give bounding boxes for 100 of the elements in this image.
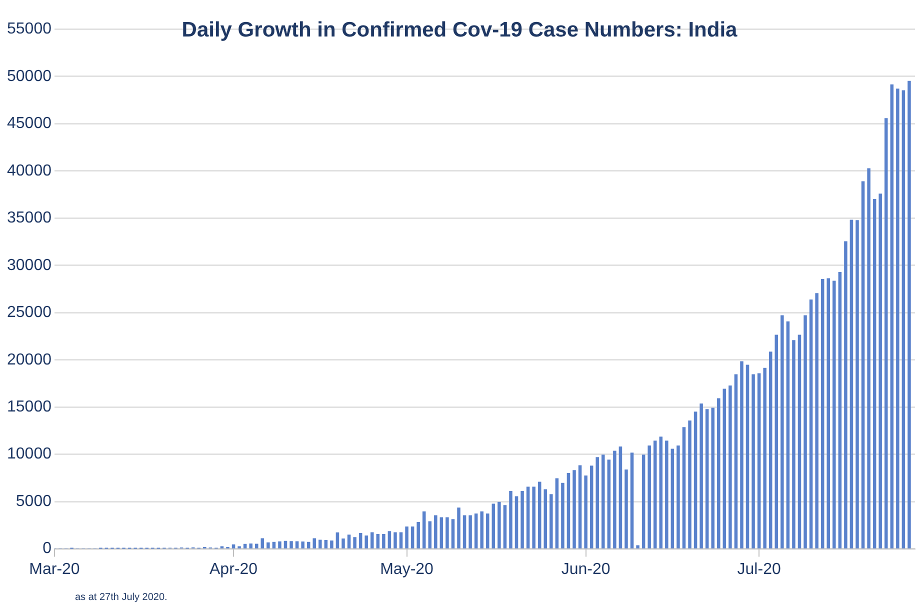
bar xyxy=(630,452,634,548)
bar xyxy=(249,544,252,548)
x-tick-label: Mar-20 xyxy=(29,560,80,578)
bar xyxy=(613,450,616,548)
bar xyxy=(446,517,449,548)
bar xyxy=(676,445,680,548)
bar xyxy=(394,532,397,548)
bar xyxy=(544,489,548,548)
bar xyxy=(358,532,362,548)
bar xyxy=(624,469,628,548)
y-tick-label: 55000 xyxy=(6,20,52,38)
x-tick-label: Apr-20 xyxy=(210,560,258,578)
bar xyxy=(336,532,340,548)
bar xyxy=(572,470,576,548)
bar xyxy=(694,412,698,548)
bar xyxy=(509,490,512,548)
bar xyxy=(768,352,772,548)
bar xyxy=(272,542,276,548)
bar xyxy=(596,457,599,548)
bar xyxy=(503,505,507,548)
y-tick-label: 30000 xyxy=(6,256,52,274)
bar xyxy=(422,511,426,548)
bar xyxy=(636,545,640,548)
bar xyxy=(584,475,588,548)
bar xyxy=(728,386,732,548)
bar xyxy=(324,540,328,548)
bar xyxy=(740,361,744,548)
bar xyxy=(763,368,766,548)
bar xyxy=(462,515,466,548)
bar xyxy=(804,315,807,548)
bar xyxy=(884,118,888,548)
bar xyxy=(312,538,316,548)
bar xyxy=(434,515,438,548)
bar xyxy=(700,404,703,548)
bar xyxy=(388,531,392,548)
bar xyxy=(792,340,796,548)
x-tick-label: May-20 xyxy=(380,560,434,578)
bar xyxy=(342,538,345,548)
bar xyxy=(550,494,553,548)
bar xyxy=(850,220,854,548)
bar xyxy=(514,496,518,548)
bar xyxy=(774,334,778,548)
y-tick-label: 5000 xyxy=(16,492,52,510)
bar xyxy=(364,536,368,548)
bar xyxy=(290,541,293,548)
bar xyxy=(440,517,444,548)
bar xyxy=(243,544,247,548)
text: as at 27th July 2020. xyxy=(75,592,168,603)
bar xyxy=(890,84,894,548)
bar xyxy=(405,526,408,548)
x-tick-label: Jun-20 xyxy=(561,560,610,578)
bar xyxy=(416,522,420,548)
bar xyxy=(648,445,651,548)
y-tick-label: 35000 xyxy=(6,210,52,227)
y-tick-label: 50000 xyxy=(6,68,52,85)
bar xyxy=(809,299,813,548)
bar xyxy=(295,541,299,548)
bar xyxy=(561,482,564,548)
bar xyxy=(457,508,460,548)
bar xyxy=(474,514,478,548)
y-tick-label: 40000 xyxy=(6,162,52,180)
bar xyxy=(815,293,818,548)
bar xyxy=(682,427,686,548)
bar xyxy=(318,540,322,548)
bar xyxy=(382,534,386,548)
bar xyxy=(428,521,432,548)
bar xyxy=(306,542,310,548)
bar xyxy=(878,194,882,548)
bar xyxy=(347,534,351,548)
y-tick-label: 20000 xyxy=(6,351,52,368)
bar xyxy=(832,280,836,548)
bar xyxy=(844,241,848,548)
bar xyxy=(284,540,288,548)
bar xyxy=(607,460,611,548)
bar xyxy=(786,321,790,548)
bar xyxy=(688,420,692,548)
bar xyxy=(659,436,663,548)
bar xyxy=(330,540,334,548)
x-tick-label: Jul-20 xyxy=(737,560,781,578)
bar xyxy=(468,515,472,548)
bar xyxy=(538,482,542,548)
bar xyxy=(399,532,403,548)
bar xyxy=(555,478,559,548)
bar xyxy=(896,88,900,548)
bar xyxy=(602,454,605,548)
bar xyxy=(902,90,906,548)
chart-title: Daily Growth in Confirmed Cov-19 Case Numbers: India xyxy=(182,18,738,42)
y-tick-label: 15000 xyxy=(6,398,52,416)
bar xyxy=(480,511,484,548)
bar xyxy=(757,373,761,548)
bar xyxy=(410,526,414,548)
bar xyxy=(278,541,282,548)
bar xyxy=(820,279,824,548)
bar xyxy=(618,446,622,548)
bar xyxy=(670,448,674,548)
bar xyxy=(370,532,374,548)
bar xyxy=(872,199,876,548)
bar xyxy=(590,466,594,548)
bar xyxy=(746,364,750,548)
y-tick-label: 45000 xyxy=(6,115,52,132)
